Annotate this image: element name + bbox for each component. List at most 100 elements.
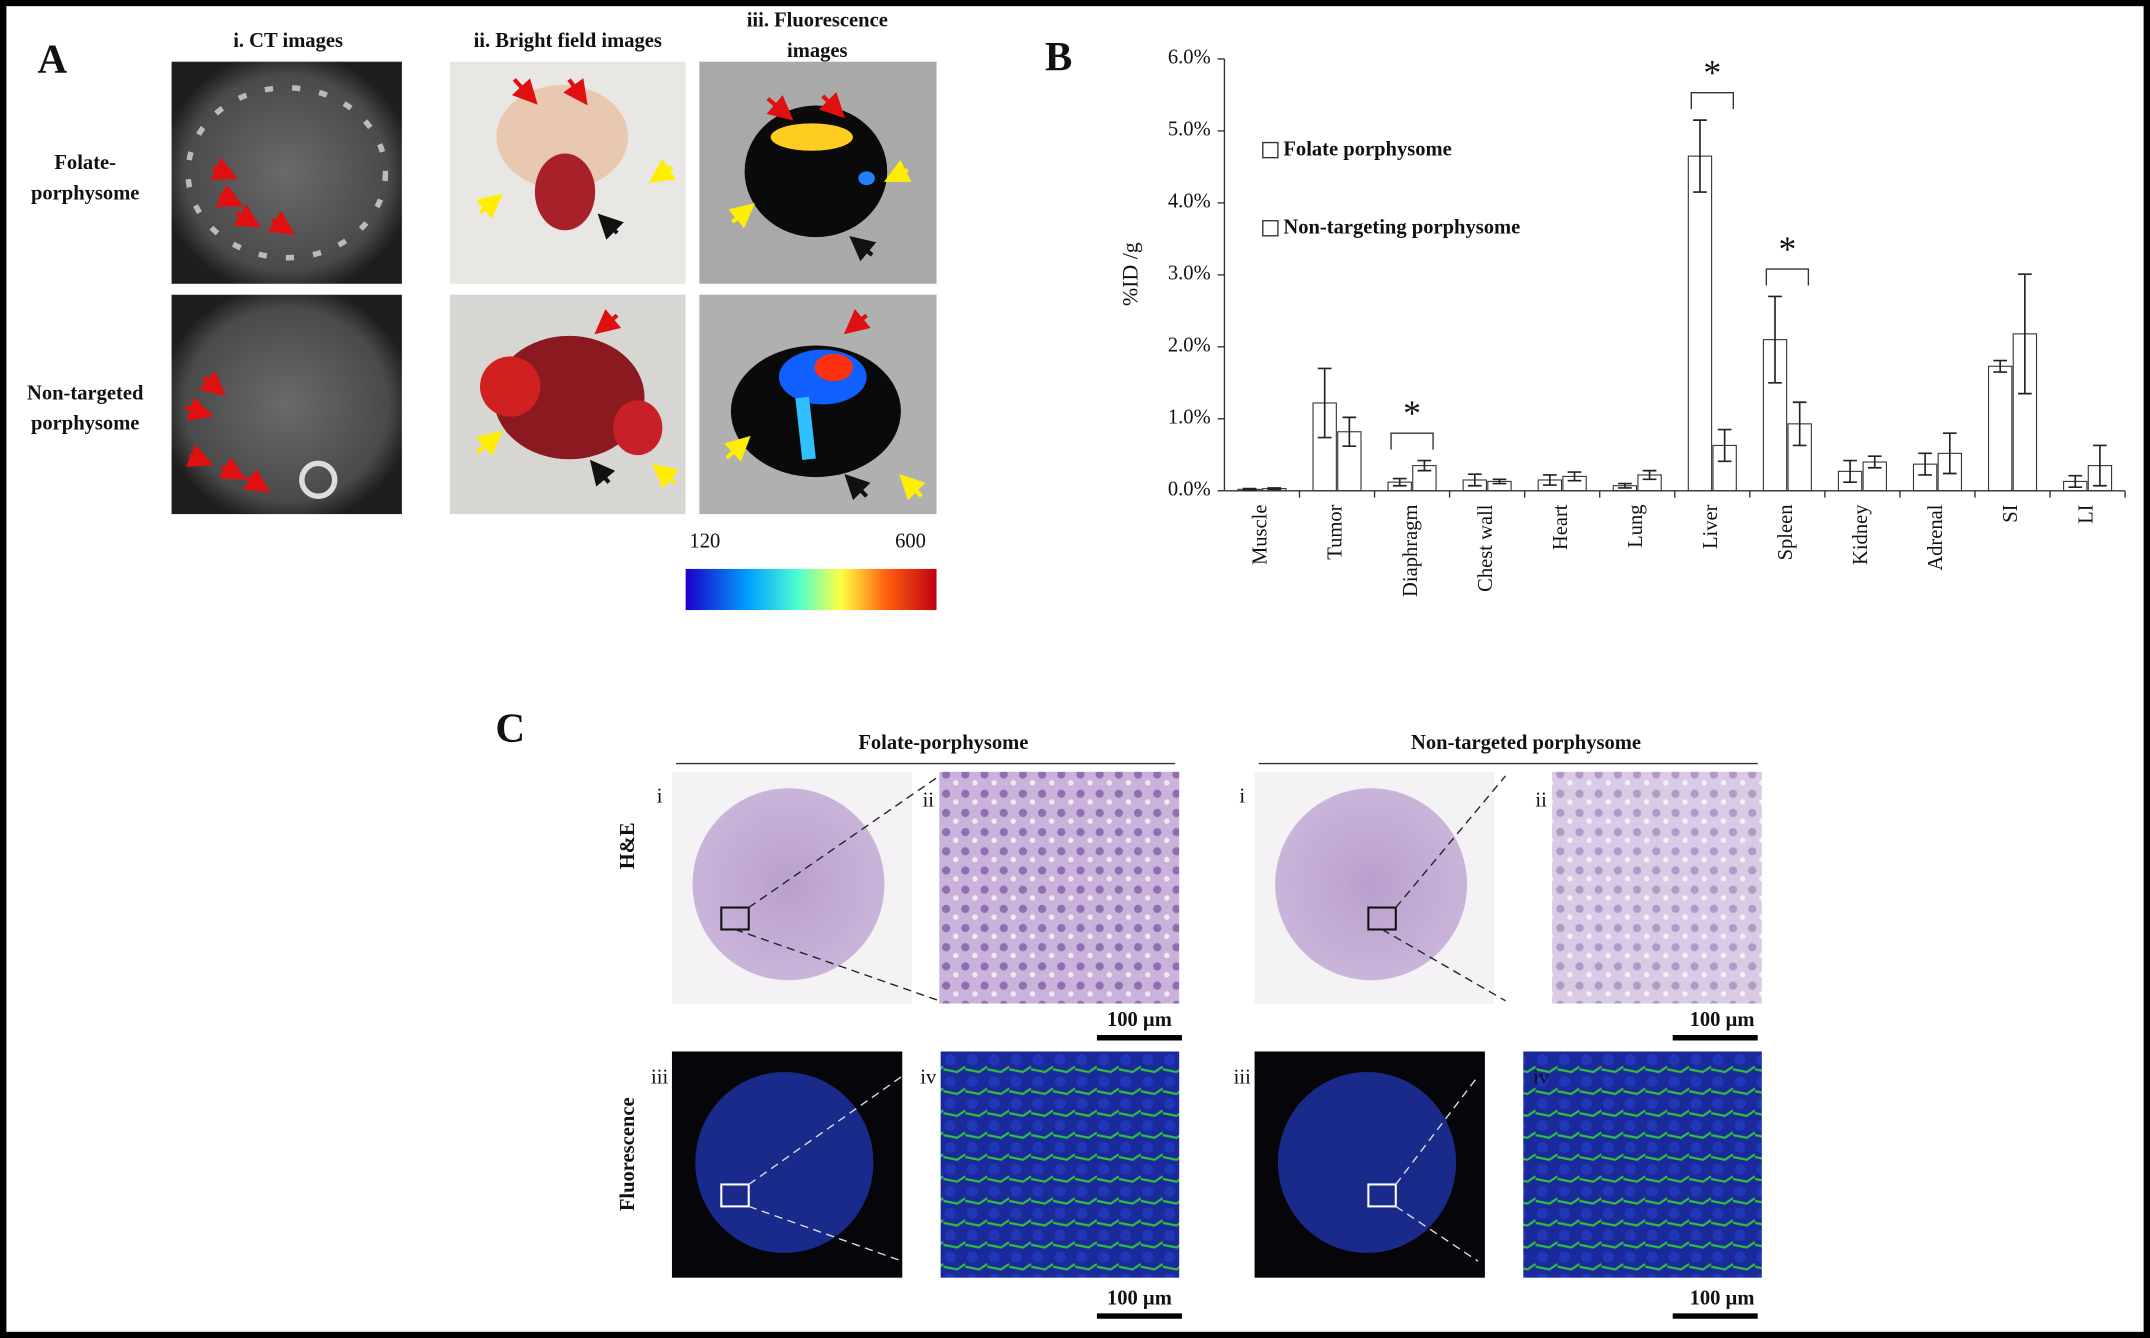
x-tick-label: Lung	[1625, 504, 1647, 547]
error-bar	[1392, 477, 1407, 487]
y-tick-label: 6.0%	[1168, 47, 1211, 69]
subpanel-label: iv	[1533, 1067, 1550, 1089]
colorbar-max: 600	[895, 531, 926, 553]
x-tick-label: Adrenal	[1925, 504, 1947, 570]
error-bar	[1542, 474, 1557, 486]
row-title: porphysome	[31, 182, 139, 204]
ct-ribs	[185, 84, 389, 261]
tissue-section	[1275, 788, 1468, 981]
x-tick-label: Chest wall	[1475, 504, 1497, 592]
x-tick-label: SI	[2000, 504, 2022, 522]
bar	[1987, 365, 2013, 492]
subpanel-label: i	[1239, 786, 1245, 808]
row-title: porphysome	[31, 413, 139, 435]
error-bar	[1993, 359, 2008, 373]
significance-bracket	[1390, 432, 1434, 450]
panel-label: A	[37, 35, 67, 81]
error-bar	[1942, 432, 1957, 475]
legend-label: Non-targeting porphysome	[1283, 217, 1520, 239]
legend-swatch	[1262, 141, 1279, 159]
error-bar	[1492, 478, 1507, 485]
scale-bar-label: 100 µm	[1690, 1287, 1755, 1309]
error-bar	[2018, 273, 2032, 395]
error-bar	[1467, 473, 1482, 487]
error-bar	[1918, 452, 1932, 476]
zoom-lines	[734, 775, 940, 1002]
column-title: images	[787, 40, 847, 62]
arrows	[184, 157, 295, 493]
subpanel-label: iii	[651, 1067, 668, 1089]
x-tick-label: Heart	[1550, 504, 1572, 550]
ct-image	[171, 61, 402, 284]
error-bar	[1693, 119, 1707, 193]
error-bar	[1317, 367, 1332, 439]
ct-image	[171, 294, 402, 515]
subpanel-label: iii	[1234, 1067, 1251, 1089]
tissue-section	[692, 788, 885, 981]
legend-label: Folate porphysome	[1283, 139, 1451, 161]
error-bar	[2093, 444, 2107, 487]
error-bar	[1843, 459, 1857, 483]
x-tick-label: LI	[2075, 504, 2097, 524]
x-tick-label: Kidney	[1850, 504, 1872, 565]
error-bar	[1768, 295, 1782, 384]
error-bar	[1717, 428, 1732, 463]
colorbar	[685, 568, 937, 611]
subpanel-label: iv	[920, 1067, 937, 1089]
tissue	[480, 356, 541, 417]
error-bar	[1342, 416, 1357, 447]
significance-label: *	[1778, 229, 1796, 269]
zoom-lines	[748, 1075, 903, 1262]
scale-bar-label: 100 µm	[1690, 1009, 1755, 1031]
scale-bar-label: 100 µm	[1107, 1287, 1172, 1309]
fluor-zoom	[1523, 1051, 1762, 1278]
error-bar	[1642, 469, 1657, 481]
row-title: Non-targeted	[27, 383, 144, 405]
y-tick-label: 3.0%	[1168, 263, 1211, 285]
error-bar	[1242, 487, 1257, 491]
x-tick-label: Spleen	[1775, 504, 1797, 560]
significance-bracket	[1765, 268, 1810, 286]
group-title: Non-targeted porphysome	[1411, 732, 1641, 754]
he-zoom	[939, 771, 1180, 1004]
he-zoom	[1552, 771, 1762, 1004]
legend-swatch	[1262, 220, 1279, 237]
bar	[1687, 155, 1713, 492]
zoom-box	[720, 1183, 750, 1208]
column-title: ii. Bright field images	[474, 30, 662, 52]
y-tick-label: 1.0%	[1168, 407, 1211, 429]
y-tick-label: 5.0%	[1168, 119, 1211, 141]
fluor-zoom	[940, 1051, 1180, 1278]
error-bar	[1867, 455, 1882, 469]
panel-label: C	[495, 704, 525, 750]
x-tick-label: Diaphragm	[1400, 504, 1422, 596]
y-tick-label: 0.0%	[1168, 479, 1211, 501]
zoom-lines	[1395, 1075, 1479, 1262]
error-bar	[1618, 482, 1632, 489]
ct-spine	[299, 460, 338, 500]
x-tick-label: Liver	[1700, 504, 1722, 549]
zoom-lines	[1381, 775, 1506, 1002]
zoom-box	[1367, 1183, 1397, 1208]
signal	[795, 396, 816, 461]
arrows	[475, 78, 926, 501]
signal	[814, 353, 853, 382]
subpanel-label: ii	[923, 790, 935, 812]
tissue-section	[1277, 1072, 1457, 1254]
subpanel-label: i	[657, 786, 663, 808]
signal	[858, 171, 875, 186]
tissue	[496, 84, 629, 190]
significance-label: *	[1703, 52, 1721, 92]
column-title: iii. Fluorescence	[747, 10, 888, 32]
subpanel-label: ii	[1535, 790, 1547, 812]
signal	[770, 123, 853, 151]
row-title: Fluorescence	[617, 1097, 639, 1211]
y-tick-label: 2.0%	[1168, 335, 1211, 357]
colorbar-min: 120	[689, 531, 720, 553]
error-bar	[1267, 487, 1282, 491]
column-title: i. CT images	[233, 30, 343, 52]
group-title: Folate-porphysome	[858, 732, 1028, 754]
x-tick-label: Muscle	[1250, 504, 1272, 565]
